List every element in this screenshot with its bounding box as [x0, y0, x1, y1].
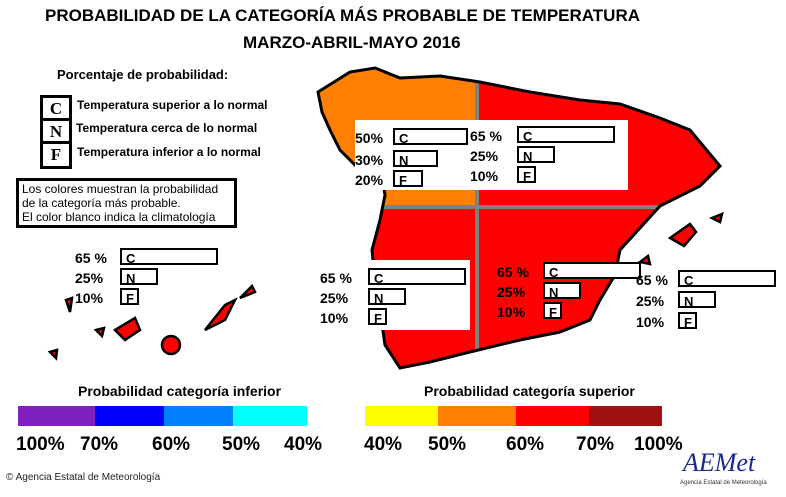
probability-f: 10% [497, 304, 526, 320]
scale-inferior-swatch-3 [233, 406, 307, 426]
note-line-3: El color blanco indica la climatología [22, 210, 216, 224]
scale-inferior-caption: Probabilidad categoría inferior [78, 383, 282, 399]
el-hierro-shape [47, 348, 59, 361]
legend-text-f: Temperatura inferior a lo normal [77, 145, 261, 159]
probability-n: 25% [320, 290, 349, 306]
scale-superior-swatch-2 [516, 406, 589, 426]
probability-bar-c: C [517, 126, 615, 144]
tenerife-shape [112, 316, 142, 342]
region-label-noreste: 65 % C 25% N 10% F [470, 120, 628, 190]
probability-n: 25% [75, 270, 104, 286]
scale-superior-label: 50% [428, 434, 467, 455]
scale-superior-label: 60% [506, 434, 545, 455]
scale-superior-swatch-1 [438, 406, 516, 426]
probability-bar-n: N [543, 282, 581, 300]
probability-bar-c: C [120, 248, 218, 266]
scale-inferior-swatch-0 [18, 406, 95, 426]
scale-superior-caption: Probabilidad categoría superior [424, 383, 635, 399]
probability-bar-c: C [368, 268, 466, 286]
probability-bar-c: C [543, 262, 641, 280]
probability-f: 10% [636, 314, 665, 330]
scale-superior-label: 100% [634, 434, 683, 455]
probability-f: 10% [470, 168, 499, 184]
probability-bar-f: F [678, 312, 697, 330]
probability-bar-n: N [368, 288, 406, 306]
scale-inferior-label: 100% [16, 434, 65, 455]
probability-bar-f: F [543, 302, 562, 320]
mainland-outline [316, 66, 723, 370]
probability-c: 65 % [636, 272, 668, 288]
scale-inferior-label: 40% [284, 434, 323, 455]
menorca-shape [708, 211, 724, 224]
scale-superior-bar [365, 406, 662, 426]
probability-n: 25% [636, 293, 665, 309]
gran-canaria-shape [160, 334, 182, 356]
scale-inferior-swatch-2 [164, 406, 233, 426]
probability-c: 65 % [470, 128, 502, 144]
scale-inferior-label: 60% [152, 434, 191, 455]
la-palma-shape [64, 296, 74, 313]
probability-bar-n: N [678, 291, 716, 309]
scale-superior-label: 40% [364, 434, 403, 455]
region-label-noroeste: 50% C 30% N 20% F [355, 120, 475, 190]
scale-inferior-swatch-1 [95, 406, 164, 426]
probability-bar-f: F [120, 288, 139, 306]
probability-bar-f: F [368, 308, 387, 326]
ibiza-shape [637, 253, 652, 266]
probability-bar-n: N [393, 150, 438, 168]
islands [47, 211, 724, 361]
color-note: Los colores muestran la probabilidad de … [16, 178, 237, 228]
probability-c: 65 % [75, 250, 107, 266]
probability-bar-f: F [393, 170, 423, 188]
region-label-suroeste: 65 % C 25% N 10% F [320, 260, 470, 330]
legend-text-c: Temperatura superior a lo normal [77, 98, 268, 112]
probability-bar-f: F [517, 166, 536, 184]
scale-superior-swatch-3 [589, 406, 662, 426]
probability-n: 25% [470, 148, 499, 164]
legend-heading: Porcentaje de probabilidad: [57, 67, 229, 82]
scale-superior-swatch-0 [365, 406, 438, 426]
legend-text-n: Temperatura cerca de lo normal [76, 121, 258, 135]
probability-n: 30% [355, 152, 384, 168]
aemet-logo: AEMet [683, 448, 756, 477]
probability-c: 50% [355, 130, 384, 146]
copyright: © Agencia Estatal de Meteorología [6, 472, 161, 483]
probability-f: 20% [355, 172, 384, 188]
note-line-1: Los colores muestran la probabilidad [22, 182, 219, 196]
scale-inferior-label: 70% [80, 434, 119, 455]
fuerteventura-shape [204, 297, 238, 332]
scale-superior-label: 70% [576, 434, 615, 455]
la-gomera-shape [93, 326, 106, 339]
probability-n: 25% [497, 284, 526, 300]
probability-f: 10% [75, 290, 104, 306]
mallorca-shape [667, 222, 698, 248]
scale-inferior-label: 50% [222, 434, 261, 455]
title-line-2: MARZO-ABRIL-MAYO 2016 [243, 33, 461, 52]
aemet-logo-subtitle: Agencia Estatal de Meteorología [680, 480, 767, 486]
probability-bar-n: N [517, 146, 555, 164]
title-line-1: PROBABILIDAD DE LA CATEGORÍA MÁS PROBABL… [45, 6, 640, 25]
scale-inferior-bar [18, 406, 307, 426]
probability-bar-c: C [678, 270, 776, 288]
probability-c: 65 % [497, 264, 529, 280]
lanzarote-shape [239, 283, 257, 300]
probability-bar-c: C [393, 128, 468, 146]
probability-f: 10% [320, 310, 349, 326]
probability-bar-n: N [120, 268, 158, 286]
legend-box-f: F [40, 141, 72, 169]
probability-c: 65 % [320, 270, 352, 286]
note-line-2: de la categoría más probable. [22, 196, 181, 210]
